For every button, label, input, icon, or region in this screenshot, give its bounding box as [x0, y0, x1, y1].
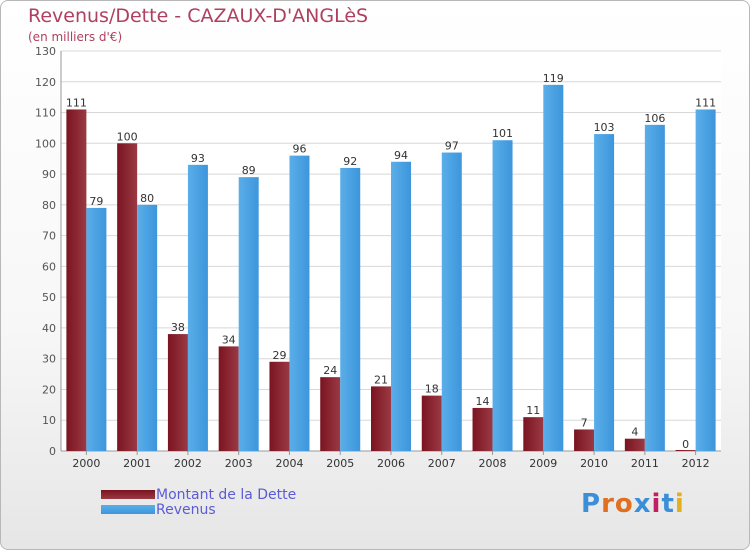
y-tick-label: 130 [35, 45, 56, 58]
bar-dette [167, 334, 188, 451]
bar-revenus [137, 204, 158, 451]
x-tick-label: 2006 [377, 457, 405, 470]
legend-swatch-revenus [101, 505, 155, 514]
y-tick-label: 70 [42, 230, 56, 243]
bar-dette [675, 450, 696, 451]
bar-revenus [695, 109, 716, 451]
data-label-revenus: 93 [191, 152, 205, 165]
x-tick-label: 2009 [529, 457, 557, 470]
x-tick-label: 2000 [72, 457, 100, 470]
data-label-dette: 21 [374, 373, 388, 386]
x-tick-label: 2008 [479, 457, 507, 470]
y-tick-label: 120 [35, 76, 56, 89]
x-tick-label: 2012 [682, 457, 710, 470]
y-tick-label: 10 [42, 414, 56, 427]
bar-revenus [594, 134, 615, 452]
bar-dette [523, 417, 544, 451]
bar-revenus [289, 155, 310, 451]
data-label-revenus: 97 [445, 140, 459, 153]
x-tick-label: 2004 [275, 457, 303, 470]
x-tick-label: 2007 [428, 457, 456, 470]
y-tick-label: 110 [35, 107, 56, 120]
data-label-dette: 14 [476, 395, 490, 408]
data-label-revenus: 94 [394, 149, 408, 162]
logo-letter: o [614, 489, 634, 519]
bar-revenus [340, 167, 361, 451]
data-label-dette: 29 [272, 349, 286, 362]
data-label-revenus: 89 [242, 164, 256, 177]
bar-dette [421, 395, 442, 451]
chart-title: Revenus/Dette - CAZAUX-D'ANGLèS [28, 5, 369, 27]
data-label-revenus: 80 [140, 192, 154, 205]
y-tick-label: 90 [42, 168, 56, 181]
bar-dette [320, 377, 341, 451]
x-tick-label: 2003 [225, 457, 253, 470]
data-label-dette: 34 [222, 333, 236, 346]
data-label-dette: 24 [323, 364, 337, 377]
y-tick-label: 0 [49, 445, 56, 458]
data-label-revenus: 103 [594, 121, 615, 134]
bar-dette [117, 143, 138, 452]
y-tick-label: 40 [42, 322, 56, 335]
data-label-dette: 18 [425, 383, 439, 396]
bar-revenus [187, 164, 208, 451]
bar-revenus [441, 152, 462, 452]
bar-dette [624, 438, 645, 451]
y-tick-label: 30 [42, 353, 56, 366]
data-label-revenus: 92 [343, 155, 357, 168]
logo-letter: i [674, 489, 685, 519]
logo-letter: t [661, 489, 675, 519]
data-label-dette: 7 [581, 416, 588, 429]
bar-dette [218, 346, 239, 451]
logo-letter: x [633, 489, 652, 519]
x-tick-label: 2011 [631, 457, 659, 470]
bar-revenus [391, 161, 411, 451]
bar-dette [66, 109, 87, 451]
legend-label-revenus: Revenus [156, 502, 216, 518]
data-label-dette: 100 [117, 130, 138, 143]
data-label-revenus: 111 [695, 96, 716, 109]
data-label-revenus: 101 [492, 127, 513, 140]
data-label-revenus: 119 [543, 72, 564, 85]
bar-revenus [86, 207, 107, 451]
data-label-dette: 4 [631, 426, 638, 439]
bar-revenus [492, 140, 513, 451]
y-tick-label: 60 [42, 260, 56, 273]
y-tick-label: 100 [35, 137, 56, 150]
x-tick-label: 2001 [123, 457, 151, 470]
data-label-dette: 11 [526, 404, 540, 417]
data-label-revenus: 106 [644, 112, 665, 125]
y-tick-label: 80 [42, 199, 56, 212]
chart-subtitle: (en milliers d'€) [28, 30, 123, 44]
bar-dette [472, 407, 493, 451]
data-label-dette: 38 [171, 321, 185, 334]
x-tick-label: 2010 [580, 457, 608, 470]
bar-dette [269, 361, 290, 451]
y-tick-label: 20 [42, 383, 56, 396]
data-label-dette: 111 [66, 96, 87, 109]
data-label-revenus: 79 [89, 195, 103, 208]
legend-label-dette: Montant de la Dette [156, 487, 297, 503]
logo-letter: P [581, 489, 602, 519]
bar-dette [574, 429, 595, 451]
bar-revenus [644, 124, 665, 451]
legend-swatch-dette [101, 490, 155, 499]
logo-letter: r [601, 489, 615, 519]
proxiti-logo: Proxiti [581, 489, 685, 519]
y-tick-label: 50 [42, 291, 56, 304]
x-tick-label: 2002 [174, 457, 202, 470]
bar-revenus [238, 177, 259, 451]
x-tick-label: 2005 [326, 457, 354, 470]
bar-dette [371, 386, 391, 451]
data-label-revenus: 96 [292, 143, 306, 156]
bar-revenus [543, 84, 564, 451]
data-label-dette: 0 [682, 438, 689, 451]
logo-letter: i [651, 489, 662, 519]
